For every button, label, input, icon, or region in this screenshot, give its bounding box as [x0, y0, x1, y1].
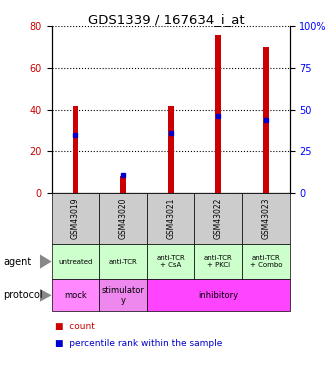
Text: ■  percentile rank within the sample: ■ percentile rank within the sample — [55, 339, 222, 348]
Text: anti-TCR: anti-TCR — [109, 259, 138, 265]
Polygon shape — [40, 289, 52, 302]
Text: agent: agent — [3, 256, 32, 267]
Text: protocol: protocol — [3, 290, 43, 300]
Text: GSM43023: GSM43023 — [261, 198, 270, 239]
Text: inhibitory: inhibitory — [198, 291, 238, 300]
Text: GSM43021: GSM43021 — [166, 198, 175, 239]
Bar — [263, 47, 269, 193]
Text: GSM43019: GSM43019 — [71, 198, 80, 239]
Text: anti-TCR
+ CsA: anti-TCR + CsA — [156, 255, 185, 268]
Bar — [120, 177, 126, 193]
Bar — [168, 105, 173, 193]
Text: mock: mock — [64, 291, 87, 300]
Text: anti-TCR
+ Combo: anti-TCR + Combo — [250, 255, 282, 268]
Bar — [73, 105, 78, 193]
Text: stimulator
y: stimulator y — [102, 286, 145, 305]
Text: GDS1339 / 167634_i_at: GDS1339 / 167634_i_at — [88, 13, 245, 26]
Text: untreated: untreated — [58, 259, 93, 265]
Text: GSM43020: GSM43020 — [119, 198, 128, 239]
Text: anti-TCR
+ PKCi: anti-TCR + PKCi — [204, 255, 233, 268]
Bar — [215, 34, 221, 193]
Text: GSM43022: GSM43022 — [214, 198, 223, 239]
Polygon shape — [40, 254, 52, 268]
Text: ■  count: ■ count — [55, 322, 95, 332]
